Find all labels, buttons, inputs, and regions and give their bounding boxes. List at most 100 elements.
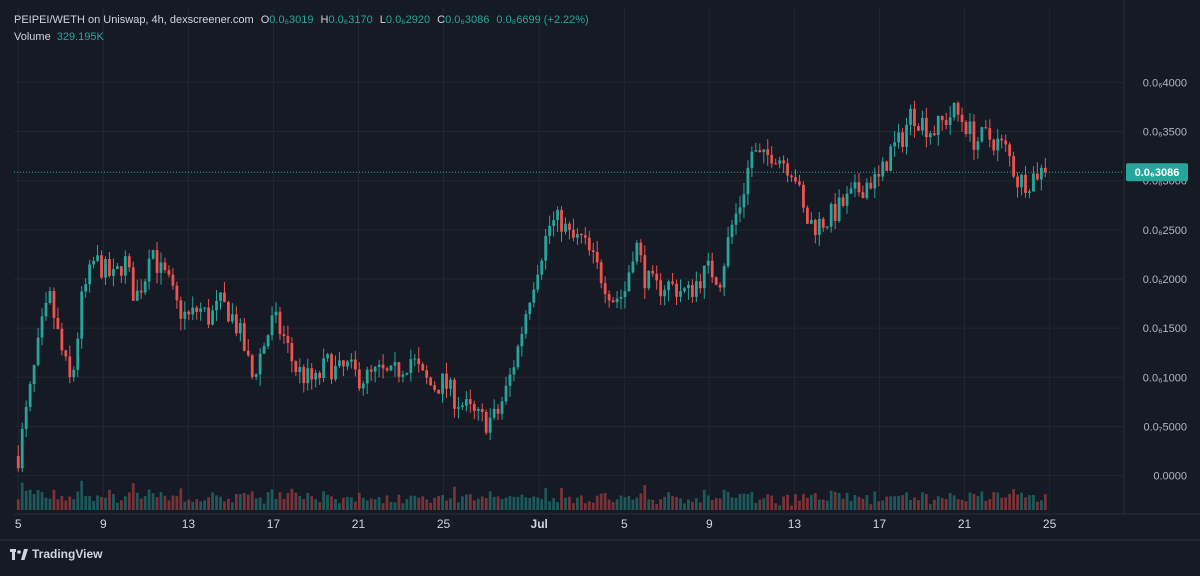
candle-body	[108, 258, 111, 276]
candle-body	[298, 367, 302, 373]
volume-bar	[687, 499, 690, 510]
volume-bar	[825, 500, 829, 510]
volume-bar	[817, 499, 821, 510]
volume-bar	[901, 495, 904, 510]
candle-body	[457, 407, 460, 409]
volume-bar	[203, 500, 207, 510]
volume-bar	[60, 495, 64, 510]
candle-body	[175, 285, 179, 301]
volume-bar	[968, 492, 972, 510]
volume-bar	[175, 496, 179, 510]
candle-body	[595, 252, 599, 263]
volume-bar	[179, 488, 183, 510]
high-readout: H0.0₆3170	[320, 14, 373, 26]
volume-bar	[385, 495, 389, 510]
candle-body	[16, 455, 20, 469]
volume-bar	[556, 502, 559, 510]
candle-body	[762, 149, 766, 153]
candle-body	[932, 133, 936, 136]
candle-body	[401, 374, 405, 377]
volume-bar	[298, 496, 302, 510]
candle-body	[516, 346, 520, 368]
candle-body	[52, 290, 56, 318]
candle-body	[766, 149, 770, 156]
candle-body	[524, 314, 528, 334]
volume-bar	[294, 492, 298, 510]
candle-body	[262, 346, 266, 354]
time-tick-label: 25	[437, 517, 451, 531]
candle-body	[587, 237, 591, 251]
candle-body	[242, 323, 246, 351]
candle-body	[195, 307, 199, 312]
volume-bar	[1043, 494, 1047, 510]
volume-bar	[913, 497, 916, 510]
volume-bar	[32, 493, 36, 510]
candle-body	[318, 372, 322, 378]
volume-bar	[96, 495, 99, 510]
candle-body	[738, 207, 742, 214]
candle-body	[290, 343, 294, 362]
candle-body	[901, 132, 904, 147]
time-tick-label: 9	[706, 517, 713, 531]
candle-body	[770, 155, 774, 164]
candle-body	[936, 115, 940, 136]
candle-body	[234, 314, 238, 334]
candle-body	[774, 163, 778, 165]
volume-bar	[869, 504, 873, 510]
candle-body	[1039, 167, 1043, 180]
tradingview-logo[interactable]: TradingView	[10, 547, 102, 561]
candle-body	[480, 408, 484, 412]
candle-body	[1020, 174, 1023, 188]
candle-body	[334, 366, 337, 380]
volume-bar	[322, 491, 325, 510]
volume-bar	[250, 491, 254, 510]
volume-bar	[738, 493, 742, 510]
volume-bar	[64, 500, 68, 510]
volume-bar	[730, 497, 734, 510]
candle-body	[845, 193, 849, 206]
volume-bar	[1008, 493, 1012, 510]
volume-bar	[40, 491, 44, 510]
volume-bar	[671, 496, 674, 510]
volume-bar	[802, 494, 805, 510]
volume-bar	[163, 495, 167, 510]
candle-body	[607, 294, 611, 301]
volume-bar	[401, 503, 405, 510]
volume-bar	[813, 493, 817, 510]
candle-body	[433, 385, 437, 390]
candle-body	[742, 194, 746, 208]
candle-body	[794, 177, 797, 182]
candle-body	[409, 359, 413, 373]
candle-body	[790, 175, 793, 178]
candle-body	[750, 151, 754, 168]
volume-bar	[599, 493, 603, 510]
candle-body	[913, 108, 916, 127]
volume-bar	[234, 493, 238, 510]
time-tick-label: 5	[621, 517, 628, 531]
volume-bar	[928, 504, 932, 510]
volume-bar	[155, 497, 159, 510]
volume-bar	[564, 497, 567, 510]
volume-bar	[786, 494, 789, 510]
candle-body	[393, 362, 397, 366]
candle-body	[520, 333, 524, 347]
price-tick-label: 0.0000	[1153, 471, 1187, 483]
candle-body	[734, 213, 738, 225]
volume-bar	[266, 492, 270, 510]
candle-body	[1032, 173, 1035, 192]
volume-bar	[365, 500, 369, 510]
candle-body	[326, 354, 329, 359]
volume-bar	[480, 496, 484, 510]
candle-body	[131, 267, 135, 301]
candle-body	[746, 167, 750, 195]
volume-bar	[635, 497, 639, 510]
price-tick-label: 0.0₆2500	[1143, 225, 1187, 237]
volume-bar	[123, 496, 127, 510]
candle-body	[702, 265, 706, 289]
last-price-tag	[1126, 163, 1188, 182]
change-readout: 0.0₈6699 (+2.22%)	[496, 14, 589, 26]
volume-bar	[242, 493, 246, 510]
volume-bar	[639, 493, 643, 510]
